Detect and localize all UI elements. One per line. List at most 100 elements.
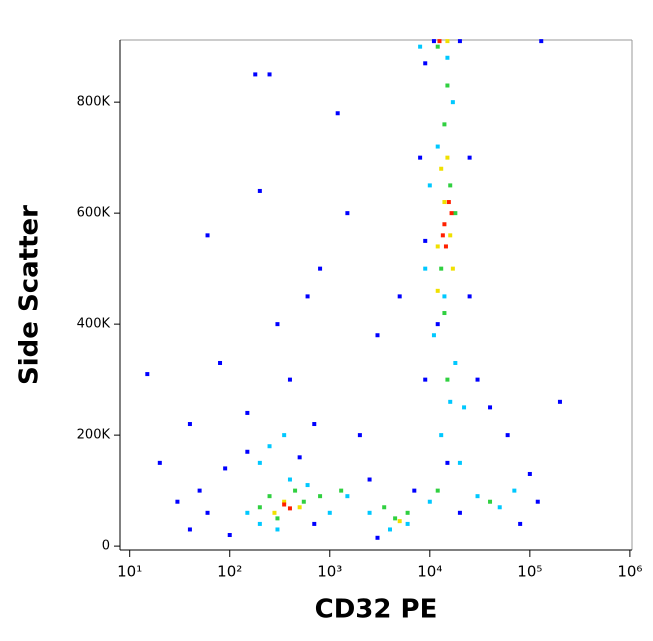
point bbox=[439, 266, 444, 271]
point bbox=[245, 449, 250, 454]
point bbox=[450, 266, 455, 271]
point bbox=[387, 527, 392, 532]
x-tick-label: 10⁴ bbox=[417, 563, 442, 581]
point bbox=[327, 510, 332, 515]
point bbox=[457, 510, 462, 515]
point bbox=[257, 188, 262, 193]
point bbox=[218, 360, 223, 365]
point bbox=[445, 460, 450, 465]
point bbox=[443, 244, 448, 249]
point bbox=[312, 422, 317, 427]
y-tick-label: 600K bbox=[77, 206, 111, 221]
point bbox=[449, 211, 454, 216]
point bbox=[442, 311, 447, 316]
point bbox=[157, 460, 162, 465]
point bbox=[467, 294, 472, 299]
point bbox=[187, 422, 192, 427]
point bbox=[287, 377, 292, 382]
point bbox=[512, 488, 517, 493]
point bbox=[367, 510, 372, 515]
point bbox=[282, 433, 287, 438]
point bbox=[431, 333, 436, 338]
point bbox=[345, 494, 350, 499]
point bbox=[457, 460, 462, 465]
point bbox=[318, 266, 323, 271]
point bbox=[448, 399, 453, 404]
point bbox=[442, 294, 447, 299]
point bbox=[267, 494, 272, 499]
point bbox=[293, 488, 298, 493]
point bbox=[245, 410, 250, 415]
point bbox=[335, 111, 340, 116]
point bbox=[267, 444, 272, 449]
y-tick-label: 400K bbox=[77, 317, 111, 332]
point bbox=[488, 499, 493, 504]
point bbox=[423, 61, 428, 66]
point bbox=[418, 155, 423, 160]
point bbox=[405, 521, 410, 526]
x-axis-title: CD32 PE bbox=[315, 595, 438, 625]
point bbox=[518, 521, 523, 526]
point bbox=[427, 183, 432, 188]
point bbox=[527, 471, 532, 476]
point bbox=[257, 460, 262, 465]
point bbox=[305, 294, 310, 299]
point bbox=[312, 521, 317, 526]
point bbox=[557, 399, 562, 404]
point bbox=[453, 360, 458, 365]
point bbox=[145, 372, 150, 377]
point bbox=[535, 499, 540, 504]
point bbox=[382, 505, 387, 510]
point bbox=[457, 39, 462, 44]
point bbox=[435, 322, 440, 327]
point bbox=[450, 100, 455, 105]
point bbox=[440, 233, 445, 238]
point bbox=[423, 238, 428, 243]
point bbox=[423, 377, 428, 382]
point bbox=[437, 39, 442, 44]
y-tick-label: 800K bbox=[77, 95, 111, 110]
point bbox=[375, 535, 380, 540]
y-axis-title: Side Scatter bbox=[15, 205, 45, 385]
point bbox=[539, 39, 544, 44]
point bbox=[439, 166, 444, 171]
point bbox=[445, 155, 450, 160]
point bbox=[257, 521, 262, 526]
point bbox=[301, 499, 306, 504]
point bbox=[267, 72, 272, 77]
x-tick-label: 10¹ bbox=[117, 563, 142, 581]
point bbox=[305, 483, 310, 488]
point bbox=[439, 433, 444, 438]
x-tick-label: 10³ bbox=[317, 563, 342, 581]
point bbox=[442, 200, 447, 205]
point bbox=[397, 519, 402, 524]
point bbox=[448, 183, 453, 188]
point bbox=[435, 144, 440, 149]
point bbox=[345, 211, 350, 216]
point bbox=[227, 533, 232, 538]
point bbox=[275, 516, 280, 521]
point bbox=[423, 266, 428, 271]
point bbox=[435, 244, 440, 249]
point bbox=[418, 44, 423, 49]
point bbox=[445, 55, 450, 60]
point bbox=[505, 433, 510, 438]
point bbox=[287, 506, 292, 511]
point bbox=[297, 455, 302, 460]
point bbox=[442, 222, 447, 227]
point bbox=[488, 405, 493, 410]
point bbox=[275, 527, 280, 532]
y-tick-label: 200K bbox=[77, 428, 111, 443]
point bbox=[405, 510, 410, 515]
point bbox=[442, 122, 447, 127]
point bbox=[205, 233, 210, 238]
point bbox=[318, 494, 323, 499]
point bbox=[448, 233, 453, 238]
point bbox=[245, 510, 250, 515]
point bbox=[412, 488, 417, 493]
point bbox=[257, 505, 262, 510]
point bbox=[275, 322, 280, 327]
point bbox=[367, 477, 372, 482]
point bbox=[435, 288, 440, 293]
point bbox=[431, 39, 436, 44]
